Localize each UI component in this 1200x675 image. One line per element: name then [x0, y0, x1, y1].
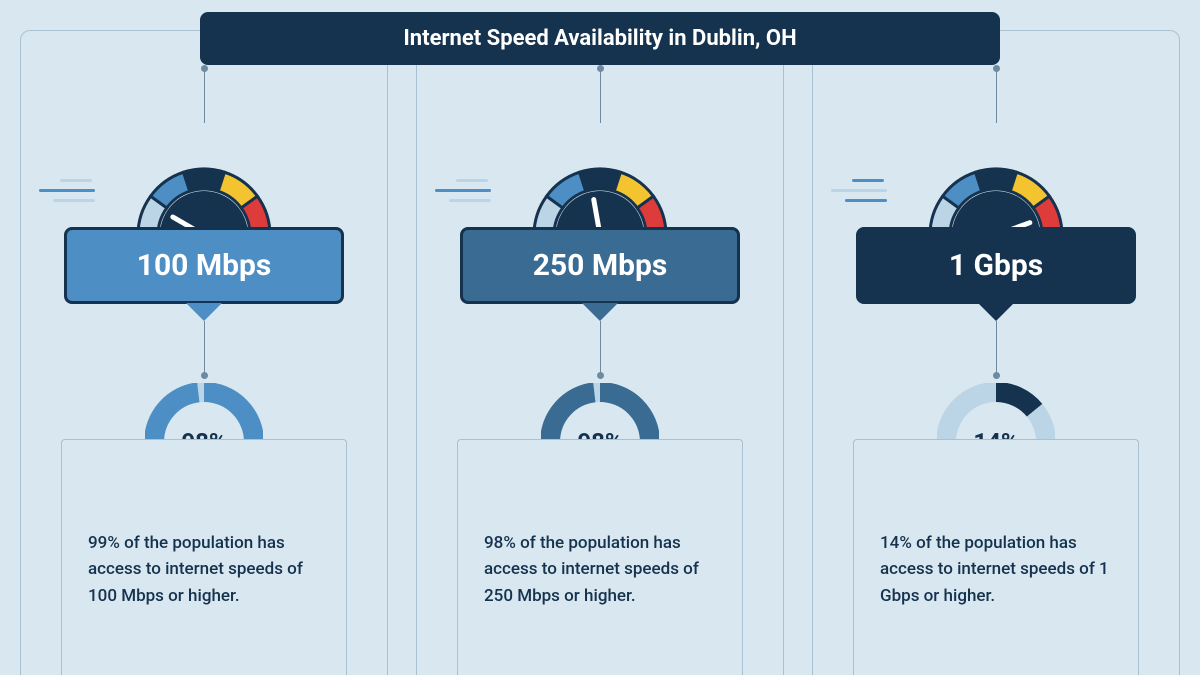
speed-label: 100 Mbps [137, 248, 272, 283]
speed-lines-icon [831, 179, 901, 219]
title-bar: Internet Speed Availability in Dublin, O… [200, 12, 1000, 65]
connector-mid [204, 321, 205, 379]
description-box: 14% of the population has access to inte… [853, 439, 1139, 675]
description-text: 98% of the population has access to inte… [484, 530, 716, 609]
speed-card-2: 1 Gbps 14% 14% of the population has acc… [812, 30, 1180, 675]
connector-top [204, 65, 205, 123]
connector-top [996, 65, 997, 123]
description-text: 14% of the population has access to inte… [880, 530, 1112, 609]
gauge-icon [926, 157, 1066, 235]
speed-card-1: 250 Mbps 98% 98% of the population has a… [416, 30, 784, 675]
connector-mid [600, 321, 601, 379]
cards-row: 100 Mbps 98% 99% of the population has a… [20, 30, 1180, 675]
description-text: 99% of the population has access to inte… [88, 530, 320, 609]
speed-badge: 100 Mbps [64, 227, 344, 322]
speed-badge: 1 Gbps [856, 227, 1136, 322]
gauge-icon [134, 157, 274, 235]
speed-card-0: 100 Mbps 98% 99% of the population has a… [20, 30, 388, 675]
connector-mid [996, 321, 997, 379]
connector-top [600, 65, 601, 123]
speed-label: 1 Gbps [949, 248, 1043, 283]
description-box: 98% of the population has access to inte… [457, 439, 743, 675]
description-box: 99% of the population has access to inte… [61, 439, 347, 675]
speed-badge: 250 Mbps [460, 227, 740, 322]
speed-label: 250 Mbps [533, 248, 668, 283]
gauge-icon [530, 157, 670, 235]
page-title: Internet Speed Availability in Dublin, O… [403, 26, 796, 51]
speed-lines-icon [39, 179, 109, 219]
speed-lines-icon [435, 179, 505, 219]
